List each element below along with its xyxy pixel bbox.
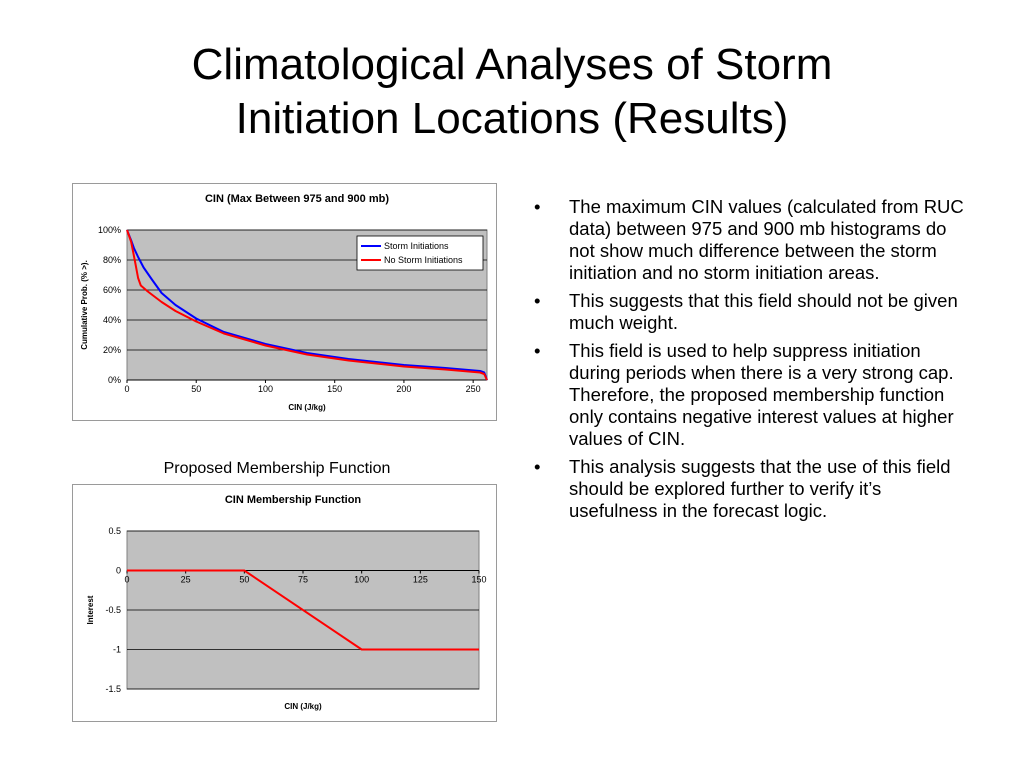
bullet-glyph: •	[534, 196, 541, 217]
cin-membership-x-tick-label: 75	[298, 575, 308, 585]
cin-cumulative-x-tick-label: 250	[466, 384, 481, 394]
slide-title-line-2: Initiation Locations (Results)	[235, 94, 789, 143]
bullet-item: • This field is used to help suppress ini…	[534, 340, 964, 450]
cin-membership-y-tick-label: -0.5	[105, 605, 121, 615]
bullet-list: • The maximum CIN values (calculated from…	[534, 196, 964, 528]
cin-cumulative-title: CIN (Max Between 975 and 900 mb)	[205, 193, 389, 205]
bullet-glyph: •	[534, 290, 541, 311]
cin-cumulative-legend	[356, 235, 484, 271]
cin-membership-y-axis-label: Interest	[86, 595, 95, 624]
bullet-item: • This suggests that this field should no…	[534, 290, 964, 334]
cin-cumulative-x-tick-label: 50	[191, 384, 201, 394]
cin-membership-y-tick-label: 0.5	[108, 526, 121, 536]
cin-cumulative-x-tick-label: 100	[258, 384, 273, 394]
cin-membership-x-tick-label: 50	[239, 575, 249, 585]
cin-membership-x-tick-label: 150	[471, 575, 486, 585]
bullet-text: This suggests that this field should not…	[569, 290, 958, 333]
bullet-item: • This analysis suggests that the use of …	[534, 456, 964, 522]
bullet-glyph: •	[534, 456, 541, 477]
cin-membership-y-tick-label: -1.5	[105, 684, 121, 694]
slide-title: Climatological Analyses of Storm Initiat…	[0, 38, 1024, 146]
bullet-glyph: •	[534, 340, 541, 361]
cin-cumulative-x-tick-label: 0	[124, 384, 129, 394]
cin-membership-x-axis-label: CIN (J/kg)	[284, 702, 322, 711]
cin-membership-x-tick-label: 0	[124, 575, 129, 585]
cin-membership-title: CIN Membership Function	[225, 494, 362, 506]
cin-cumulative-y-tick-label: 20%	[103, 345, 121, 355]
cin-cumulative-y-tick-label: 80%	[103, 255, 121, 265]
bullet-text: This analysis suggests that the use of t…	[569, 456, 951, 521]
cin-cumulative-x-tick-label: 200	[396, 384, 411, 394]
bullet-text: This field is used to help suppress init…	[569, 340, 954, 449]
cin-cumulative-y-tick-label: 40%	[103, 315, 121, 325]
cin-membership-chart-svg: CIN Membership Function 0.5 0 -0.5 -1 -1.5 0 25…	[86, 494, 487, 711]
cin-cumulative-y-tick-label: 60%	[103, 285, 121, 295]
cin-cumulative-x-tick-label: 150	[327, 384, 342, 394]
cin-membership-x-tick-label: 125	[413, 575, 428, 585]
bullet-item: • The maximum CIN values (calculated from…	[534, 196, 964, 284]
cin-cumulative-chart: CIN (Max Between 975 and 900 mb) 0% 20% 40%…	[72, 183, 497, 421]
cin-membership-x-tick-label: 25	[181, 575, 191, 585]
cin-membership-chart: CIN Membership Function 0.5 0 -0.5 -1 -1.5 0 25…	[72, 484, 497, 722]
cin-membership-series-line-1	[127, 569, 479, 651]
cin-cumulative-series-line-1	[126, 229, 488, 381]
cin-membership-x-tick-label: 100	[354, 575, 369, 585]
cin-cumulative-chart-svg: CIN (Max Between 975 and 900 mb) 0% 20% 40%…	[80, 193, 488, 412]
cin-cumulative-y-tick-label: 0%	[108, 375, 121, 385]
cin-cumulative-x-axis-label: CIN (J/kg)	[288, 403, 326, 412]
cin-cumulative-legend-label: No Storm Initiations	[384, 255, 463, 265]
bullet-text: The maximum CIN values (calculated from …	[569, 196, 964, 283]
cin-cumulative-y-axis-label: Cumulative Prob. (% >).	[80, 260, 89, 350]
membership-caption: Proposed Membership Function	[163, 460, 391, 477]
cin-cumulative-legend-label: Storm Initiations	[384, 241, 449, 251]
cin-membership-y-tick-label: -1	[113, 645, 121, 655]
cin-membership-y-tick-label: 0	[116, 566, 121, 576]
cin-cumulative-y-tick-label: 100%	[98, 225, 121, 235]
cin-cumulative-series-line-2	[126, 229, 488, 381]
slide-title-line-1: Climatological Analyses of Storm	[191, 40, 833, 89]
